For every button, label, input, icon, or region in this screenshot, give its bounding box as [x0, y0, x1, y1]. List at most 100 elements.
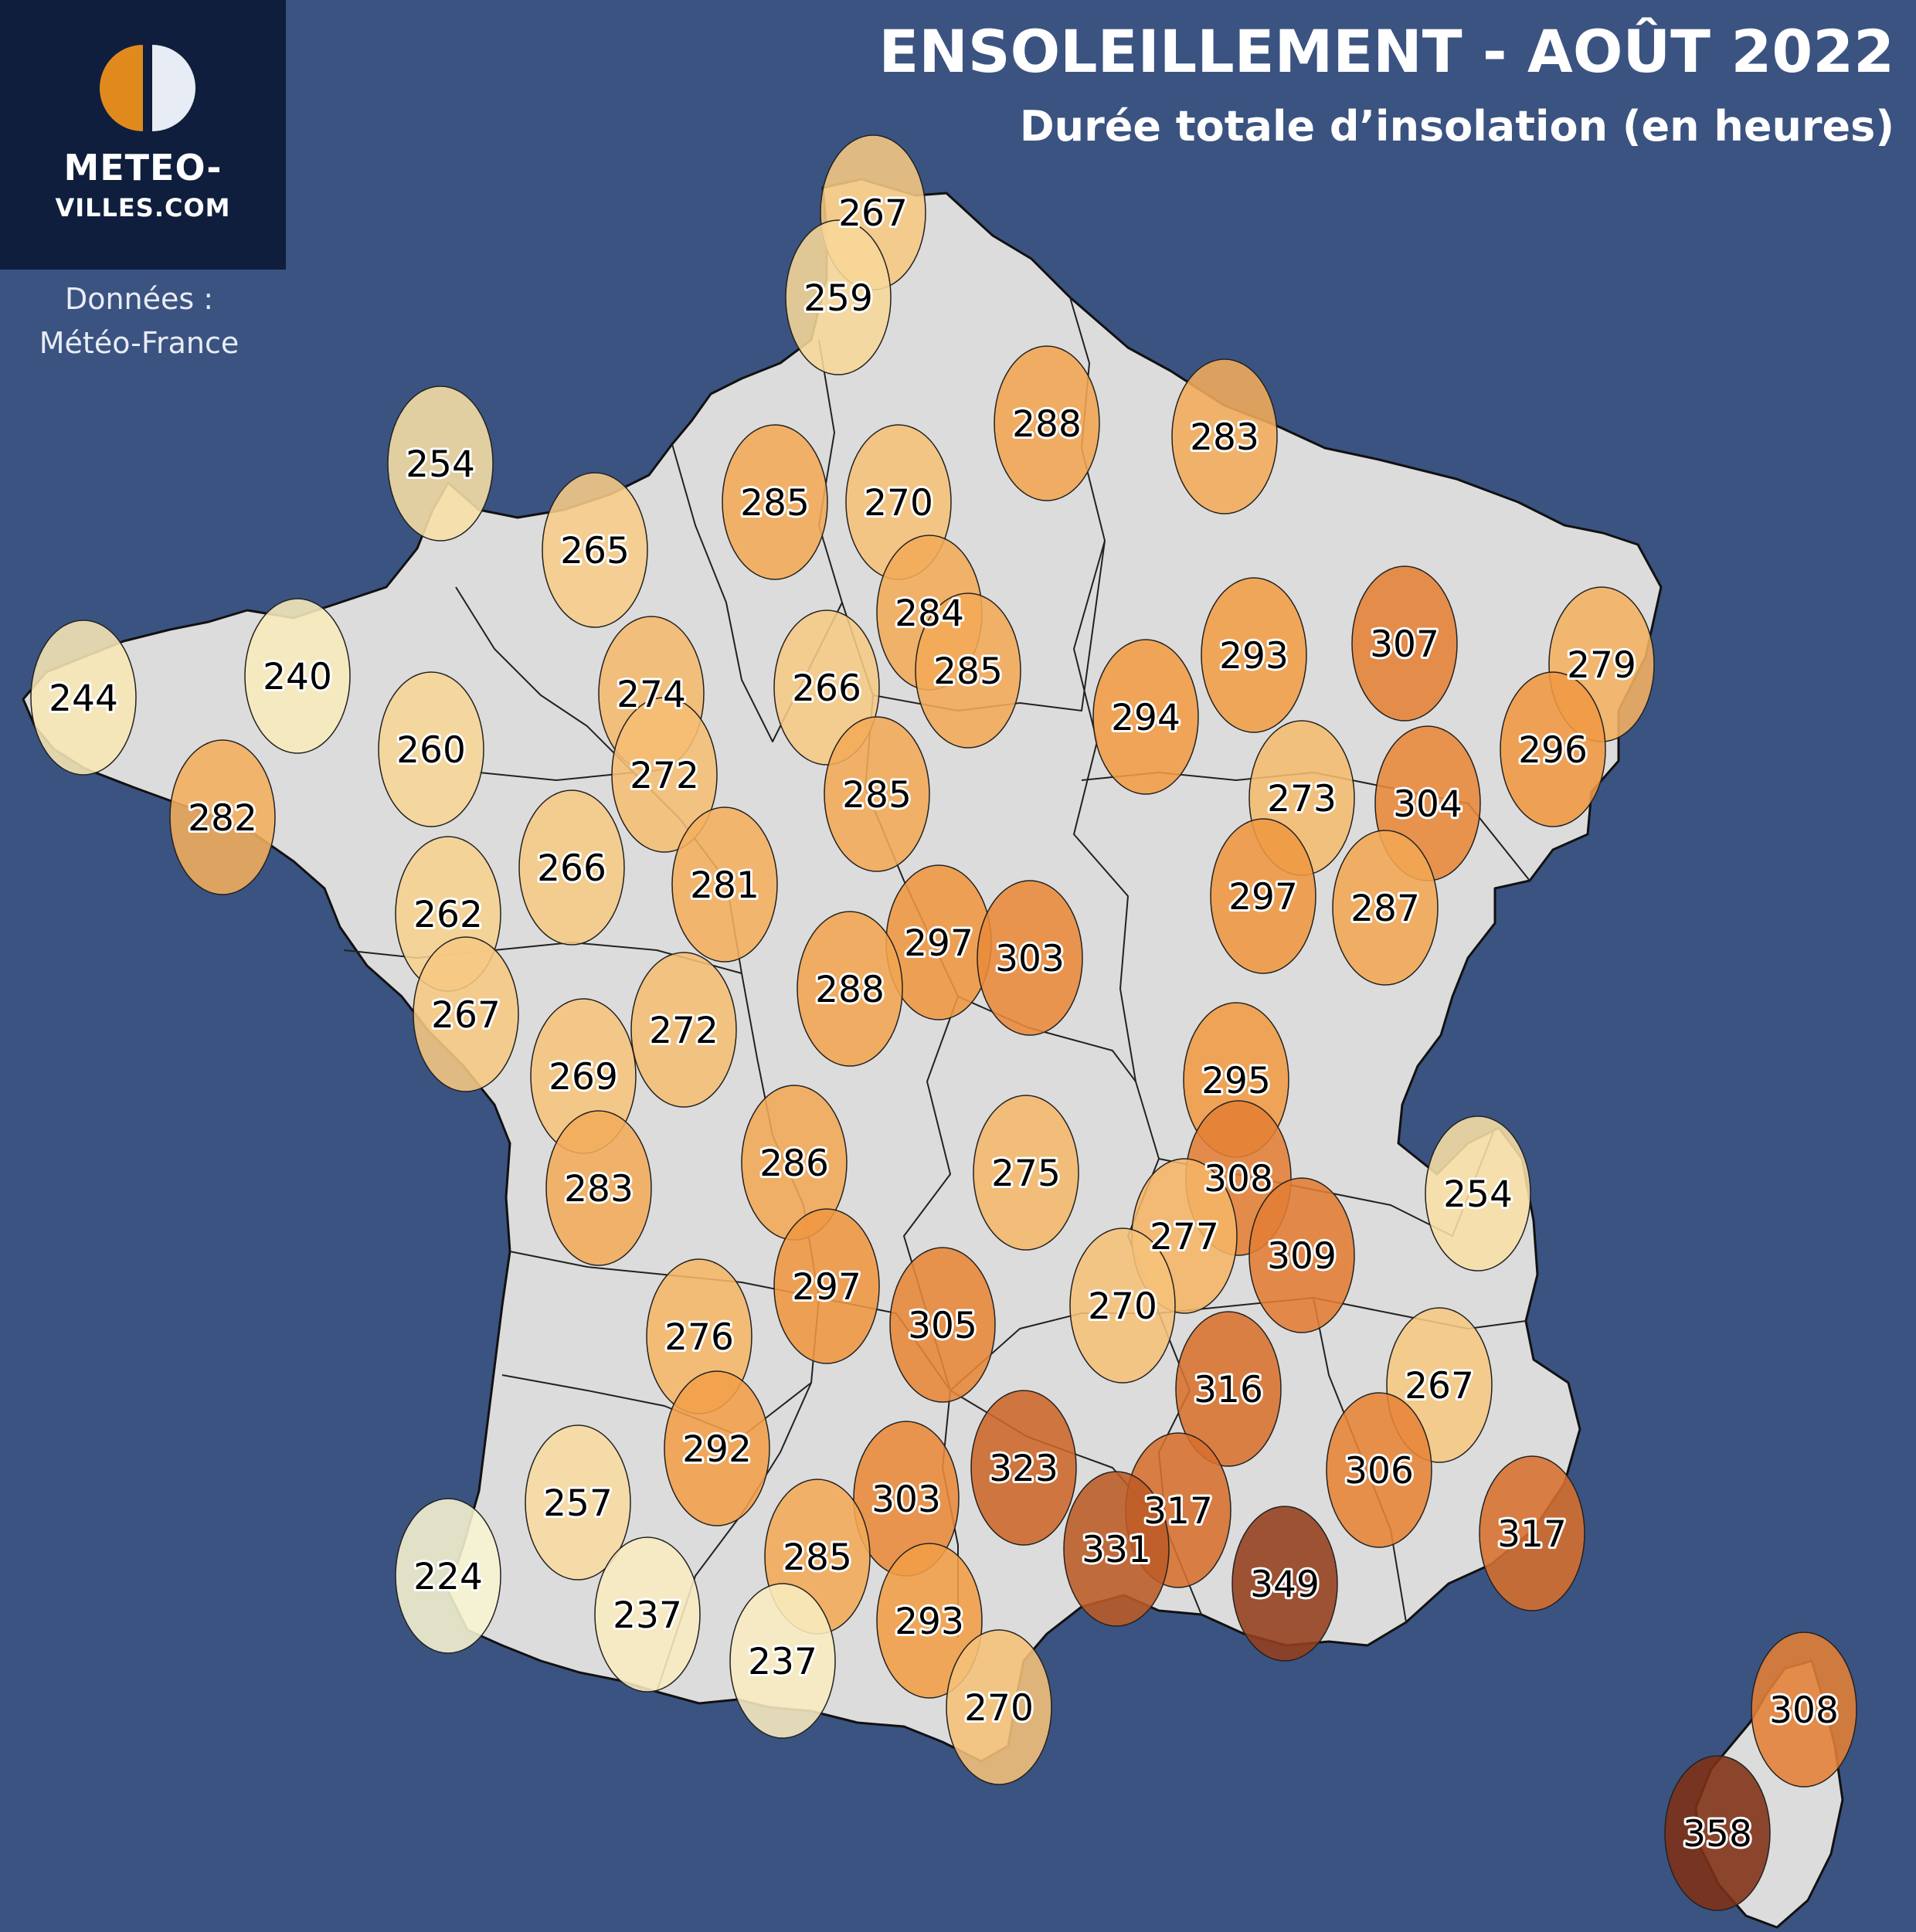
station-value-label: 270: [964, 1687, 1034, 1730]
station-bubble: [664, 1370, 770, 1526]
station-bubble: [387, 385, 494, 542]
station-value-label: 304: [1393, 783, 1462, 826]
station-bubble: [378, 671, 484, 827]
station-value-label: 265: [560, 530, 630, 572]
station-value-label: 244: [49, 677, 118, 720]
station-bubble: [671, 806, 778, 963]
station-value-label: 294: [1111, 697, 1181, 739]
station-value-label: 254: [1443, 1173, 1513, 1216]
station-value-label: 308: [1769, 1689, 1839, 1732]
station-bubble: [1664, 1755, 1771, 1911]
station-value-label: 283: [1190, 416, 1259, 459]
station-bubble: [797, 911, 903, 1067]
station-value-label: 272: [649, 1010, 718, 1052]
station-bubble: [1248, 1177, 1355, 1333]
station-value-label: 288: [815, 969, 885, 1011]
station-bubble: [413, 936, 519, 1092]
station-bubble: [729, 1583, 836, 1739]
station-value-label: 287: [1350, 888, 1420, 930]
station-value-label: 257: [543, 1482, 613, 1525]
station-bubble: [722, 424, 828, 580]
station-bubble: [994, 345, 1100, 501]
station-value-label: 297: [1228, 876, 1298, 918]
station-bubble: [1751, 1632, 1857, 1788]
station-bubble: [785, 219, 892, 375]
source-name: Météo-France: [39, 326, 240, 360]
station-bubble: [1175, 1311, 1282, 1467]
station-value-label: 269: [549, 1056, 618, 1098]
station-bubble: [1201, 577, 1307, 733]
station-value-label: 273: [1267, 778, 1337, 820]
logo-moon-half-icon: [152, 45, 195, 131]
station-value-label: 277: [1150, 1216, 1219, 1258]
station-value-label: 224: [413, 1556, 483, 1598]
station-value-label: 270: [1088, 1285, 1157, 1328]
station-value-label: 293: [895, 1601, 964, 1643]
station-value-label: 316: [1194, 1369, 1263, 1411]
station-value-label: 285: [933, 650, 1003, 693]
station-value-label: 285: [842, 774, 912, 817]
station-bubble: [1092, 639, 1199, 795]
station-bubble: [1425, 1115, 1531, 1272]
station-bubble: [773, 1208, 880, 1364]
station-bubble: [1479, 1455, 1585, 1611]
station-bubble: [824, 716, 930, 872]
station-bubble: [244, 598, 351, 754]
station-value-label: 303: [995, 938, 1065, 980]
station-bubble: [1069, 1227, 1176, 1384]
station-value-label: 292: [682, 1428, 752, 1471]
station-value-label: 293: [1219, 635, 1289, 677]
station-value-label: 240: [263, 656, 332, 698]
station-value-label: 266: [792, 667, 861, 710]
sunshine-bubbles: 267 259 288 283 254 265 285 270 284 285 244 240 274 2…: [30, 134, 1857, 1911]
station-bubble: [594, 1536, 701, 1693]
station-bubble: [1351, 565, 1458, 722]
logo-line-2: VILLES.COM: [55, 193, 231, 222]
station-value-label: 279: [1567, 644, 1636, 687]
station-bubble: [1231, 1506, 1338, 1662]
station-value-label: 323: [989, 1448, 1058, 1490]
station-value-label: 297: [792, 1266, 861, 1309]
station-bubble: [611, 697, 718, 853]
station-value-label: 305: [908, 1305, 977, 1347]
station-value-label: 358: [1683, 1813, 1752, 1856]
station-value-label: 297: [904, 922, 973, 965]
station-value-label: 308: [1204, 1158, 1273, 1200]
station-value-label: 303: [871, 1479, 941, 1521]
station-value-label: 331: [1082, 1529, 1151, 1571]
station-value-label: 282: [188, 797, 257, 840]
station-bubble: [946, 1629, 1052, 1785]
station-value-label: 270: [864, 482, 933, 525]
logo-sun-half-icon: [100, 45, 143, 131]
station-bubble: [169, 739, 276, 895]
station-value-label: 237: [613, 1594, 682, 1637]
station-value-label: 237: [748, 1641, 817, 1683]
station-bubble: [545, 1110, 652, 1266]
logo-mark: [100, 45, 195, 131]
station-value-label: 262: [413, 894, 483, 936]
station-value-label: 306: [1344, 1450, 1414, 1492]
station-value-label: 275: [991, 1153, 1061, 1195]
station-bubble: [977, 880, 1083, 1036]
region-border: [478, 772, 634, 781]
map-subtitle: Durée totale d’insolation (en heures): [1019, 102, 1894, 151]
source-label: Données :: [64, 282, 214, 316]
station-bubble: [525, 1424, 631, 1581]
station-value-label: 276: [664, 1316, 734, 1359]
station-value-label: 260: [396, 729, 466, 772]
station-value-label: 254: [406, 443, 475, 486]
station-bubble: [630, 952, 737, 1108]
station-value-label: 296: [1518, 729, 1588, 772]
station-value-label: 317: [1497, 1513, 1567, 1556]
station-bubble: [30, 620, 137, 776]
region-border: [818, 339, 959, 1638]
station-bubble: [1500, 671, 1606, 827]
station-value-label: 285: [783, 1536, 852, 1579]
map-title: ENSOLEILLEMENT - AOÛT 2022: [878, 17, 1894, 86]
station-value-label: 309: [1267, 1235, 1337, 1278]
station-bubble: [915, 593, 1021, 749]
station-bubble: [1210, 818, 1316, 974]
station-value-label: 281: [690, 864, 759, 907]
station-value-label: 266: [537, 847, 606, 890]
